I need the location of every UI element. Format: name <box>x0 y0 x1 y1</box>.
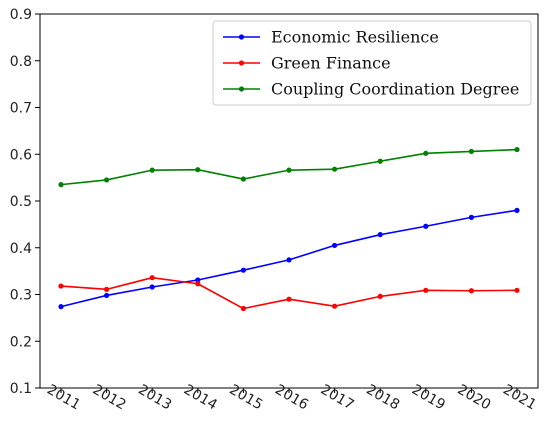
data-point <box>240 305 246 312</box>
legend-label: Economic Resilience <box>271 28 439 47</box>
data-point <box>240 176 246 182</box>
data-point <box>240 267 246 273</box>
legend-label: Green Finance <box>271 54 391 73</box>
data-point <box>286 296 292 302</box>
y-tick-label: 0.6 <box>10 147 32 163</box>
data-point <box>286 257 292 263</box>
y-tick-label: 0.7 <box>10 101 32 117</box>
data-point <box>104 177 110 183</box>
y-tick-label: 0.4 <box>10 241 32 257</box>
legend-swatch-marker <box>238 34 245 40</box>
series-1 <box>58 207 520 310</box>
data-point <box>149 284 155 290</box>
legend-item: Economic Resilience <box>223 28 439 47</box>
data-point <box>104 286 110 292</box>
data-point <box>514 287 520 293</box>
data-point <box>149 275 155 281</box>
series-layer <box>58 146 520 312</box>
data-point <box>195 277 201 283</box>
data-point <box>377 158 383 164</box>
data-point <box>514 146 520 153</box>
series-3 <box>58 146 520 188</box>
legend-item: Green Finance <box>223 54 391 73</box>
data-point <box>58 283 64 289</box>
data-point <box>332 166 338 172</box>
data-point <box>104 292 110 299</box>
data-point <box>332 242 338 249</box>
y-tick-label: 0.8 <box>10 54 32 70</box>
data-point <box>468 214 474 220</box>
data-point <box>468 148 474 155</box>
series-2 <box>58 275 520 312</box>
legend-label: Coupling Coordination Degree <box>271 80 519 99</box>
data-point <box>377 293 383 299</box>
data-point <box>423 150 429 156</box>
y-axis: 0.1 0.2 0.3 0.4 0.5 0.6 0.7 0.8 0.9 <box>10 7 40 397</box>
legend-swatch-marker <box>238 60 245 66</box>
data-point <box>377 232 383 238</box>
data-point <box>423 223 429 229</box>
y-tick-label: 0.3 <box>10 288 32 304</box>
data-point <box>468 288 474 294</box>
y-tick-label: 0.2 <box>10 334 32 350</box>
y-tick-label: 0.9 <box>10 7 32 23</box>
legend: Economic Resilience Green Finance Coupling… <box>212 20 532 106</box>
legend-item: Coupling Coordination Degree <box>223 80 519 99</box>
legend-swatch-marker <box>238 86 245 92</box>
y-tick-label: 0.5 <box>10 194 32 210</box>
data-point <box>149 167 155 173</box>
data-point <box>58 182 64 188</box>
data-point <box>195 167 201 173</box>
data-point <box>514 207 520 213</box>
data-point <box>423 287 429 293</box>
data-point <box>195 281 201 287</box>
y-tick-label: 0.1 <box>10 381 32 397</box>
data-point <box>332 303 338 309</box>
legend-box <box>212 20 532 106</box>
data-point <box>58 304 64 310</box>
data-point <box>286 167 292 173</box>
